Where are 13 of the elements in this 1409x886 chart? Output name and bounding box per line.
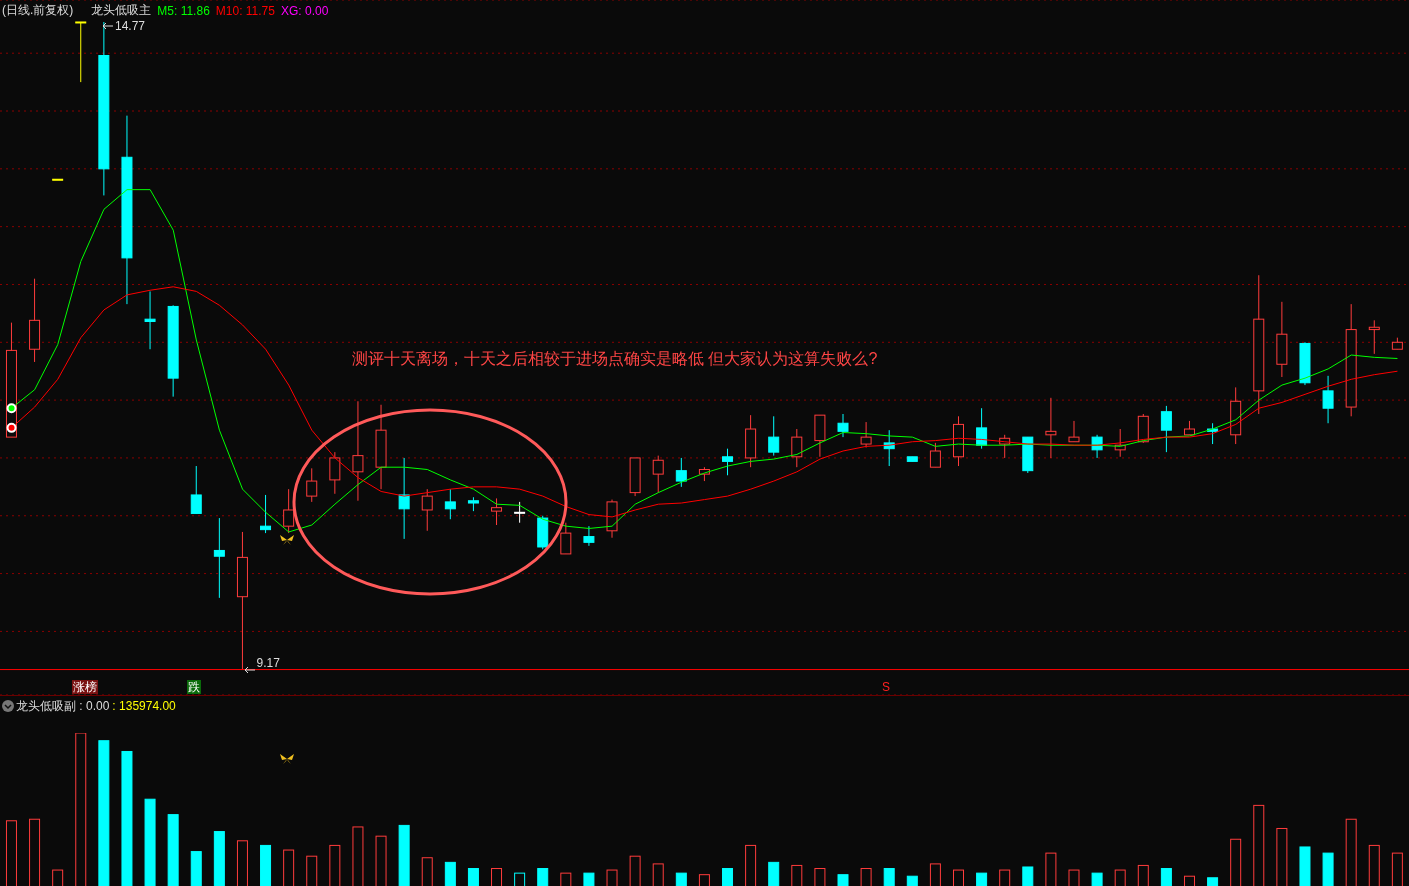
annotation: XG: 0.00 bbox=[280, 3, 329, 18]
text: M10: 11.75 bbox=[215, 3, 275, 18]
text: M5: 11.86 bbox=[157, 3, 210, 18]
annotation: 14.77 bbox=[115, 19, 146, 33]
chart-subtitle: : 135974.00 bbox=[112, 699, 176, 713]
annotation: 涨榜 bbox=[72, 680, 98, 694]
annotation: 跌 bbox=[187, 680, 201, 694]
annotation: S bbox=[882, 680, 891, 694]
annotation: 测评十天离场，十天之后相较于进场点确实是略低 但大家认为这算失败么? bbox=[352, 350, 878, 367]
chart-subtitle: 龙头低吸主 bbox=[91, 2, 152, 19]
chart-title: (日线.前复权) bbox=[2, 2, 74, 19]
annotation: 9.17 bbox=[256, 655, 280, 670]
chart-title: 龙头低吸副 : 0.00 bbox=[16, 699, 110, 713]
